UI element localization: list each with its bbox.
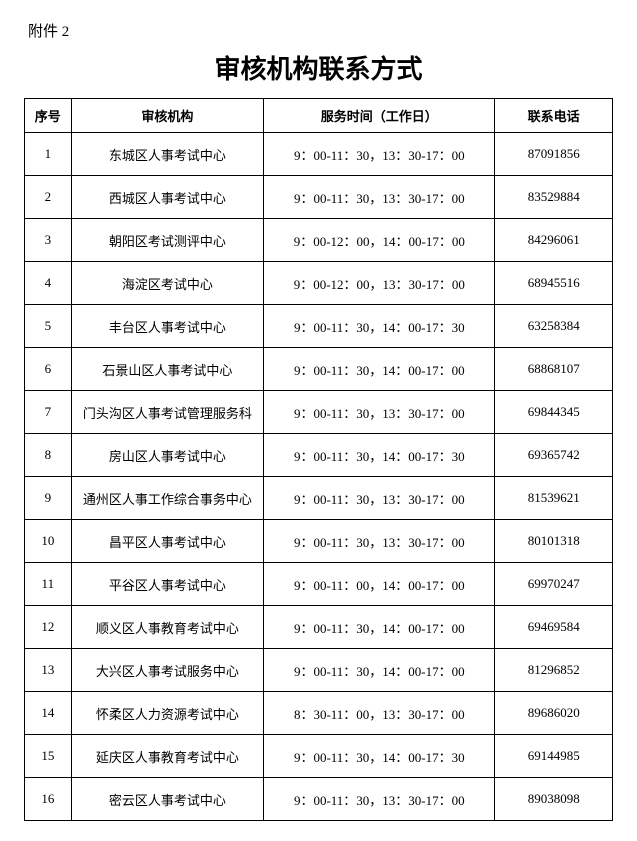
cell-time: 9：00-11：30，13：30-17：00 xyxy=(264,176,495,219)
cell-time: 9：00-11：30，14：00-17：00 xyxy=(264,348,495,391)
cell-org: 海淀区考试中心 xyxy=(71,262,264,305)
cell-time: 9：00-12：00，13：30-17：00 xyxy=(264,262,495,305)
contact-table: 序号 审核机构 服务时间（工作日） 联系电话 1东城区人事考试中心9：00-11… xyxy=(24,98,613,821)
cell-time: 9：00-11：30，13：30-17：00 xyxy=(264,391,495,434)
cell-phone: 69365742 xyxy=(495,434,613,477)
cell-seq: 2 xyxy=(25,176,72,219)
cell-seq: 11 xyxy=(25,563,72,606)
cell-seq: 12 xyxy=(25,606,72,649)
cell-phone: 69844345 xyxy=(495,391,613,434)
cell-phone: 81539621 xyxy=(495,477,613,520)
col-header-phone: 联系电话 xyxy=(495,99,613,133)
cell-seq: 10 xyxy=(25,520,72,563)
cell-org: 延庆区人事教育考试中心 xyxy=(71,735,264,778)
table-row: 4海淀区考试中心9：00-12：00，13：30-17：0068945516 xyxy=(25,262,613,305)
cell-phone: 69469584 xyxy=(495,606,613,649)
cell-org: 怀柔区人力资源考试中心 xyxy=(71,692,264,735)
table-row: 16密云区人事考试中心9：00-11：30，13：30-17：008903809… xyxy=(25,778,613,821)
cell-phone: 63258384 xyxy=(495,305,613,348)
page-title: 审核机构联系方式 xyxy=(24,49,613,86)
cell-seq: 13 xyxy=(25,649,72,692)
cell-seq: 8 xyxy=(25,434,72,477)
cell-time: 9：00-11：30，13：30-17：00 xyxy=(264,133,495,176)
cell-seq: 6 xyxy=(25,348,72,391)
cell-seq: 14 xyxy=(25,692,72,735)
cell-phone: 68945516 xyxy=(495,262,613,305)
cell-org: 大兴区人事考试服务中心 xyxy=(71,649,264,692)
cell-phone: 84296061 xyxy=(495,219,613,262)
cell-org: 平谷区人事考试中心 xyxy=(71,563,264,606)
cell-seq: 1 xyxy=(25,133,72,176)
table-row: 8房山区人事考试中心9：00-11：30，14：00-17：3069365742 xyxy=(25,434,613,477)
cell-phone: 89038098 xyxy=(495,778,613,821)
cell-org: 密云区人事考试中心 xyxy=(71,778,264,821)
table-row: 1东城区人事考试中心9：00-11：30，13：30-17：0087091856 xyxy=(25,133,613,176)
cell-org: 房山区人事考试中心 xyxy=(71,434,264,477)
attachment-label: 附件 2 xyxy=(28,20,613,41)
table-row: 6石景山区人事考试中心9：00-11：30，14：00-17：006886810… xyxy=(25,348,613,391)
cell-time: 9：00-11：30，14：00-17：30 xyxy=(264,735,495,778)
cell-time: 9：00-11：30，13：30-17：00 xyxy=(264,778,495,821)
cell-phone: 87091856 xyxy=(495,133,613,176)
cell-phone: 81296852 xyxy=(495,649,613,692)
cell-time: 9：00-11：30，14：00-17：30 xyxy=(264,305,495,348)
table-row: 12顺义区人事教育考试中心9：00-11：30，14：00-17：0069469… xyxy=(25,606,613,649)
cell-time: 9：00-11：30，14：00-17：00 xyxy=(264,606,495,649)
cell-org: 通州区人事工作综合事务中心 xyxy=(71,477,264,520)
table-row: 9通州区人事工作综合事务中心9：00-11：30，13：30-17：008153… xyxy=(25,477,613,520)
cell-time: 9：00-11：30，14：00-17：00 xyxy=(264,649,495,692)
table-row: 13大兴区人事考试服务中心9：00-11：30，14：00-17：0081296… xyxy=(25,649,613,692)
cell-phone: 68868107 xyxy=(495,348,613,391)
cell-org: 东城区人事考试中心 xyxy=(71,133,264,176)
col-header-seq: 序号 xyxy=(25,99,72,133)
cell-time: 9：00-11：30，14：00-17：30 xyxy=(264,434,495,477)
cell-org: 门头沟区人事考试管理服务科 xyxy=(71,391,264,434)
cell-org: 丰台区人事考试中心 xyxy=(71,305,264,348)
cell-seq: 16 xyxy=(25,778,72,821)
cell-phone: 83529884 xyxy=(495,176,613,219)
table-header-row: 序号 审核机构 服务时间（工作日） 联系电话 xyxy=(25,99,613,133)
cell-phone: 69144985 xyxy=(495,735,613,778)
cell-seq: 7 xyxy=(25,391,72,434)
col-header-time: 服务时间（工作日） xyxy=(264,99,495,133)
table-row: 15延庆区人事教育考试中心9：00-11：30，14：00-17：3069144… xyxy=(25,735,613,778)
cell-org: 朝阳区考试测评中心 xyxy=(71,219,264,262)
cell-seq: 4 xyxy=(25,262,72,305)
table-row: 2西城区人事考试中心9：00-11：30，13：30-17：0083529884 xyxy=(25,176,613,219)
cell-time: 9：00-11：30，13：30-17：00 xyxy=(264,520,495,563)
cell-org: 西城区人事考试中心 xyxy=(71,176,264,219)
cell-org: 石景山区人事考试中心 xyxy=(71,348,264,391)
table-row: 3朝阳区考试测评中心9：00-12：00，14：00-17：0084296061 xyxy=(25,219,613,262)
cell-time: 9：00-12：00，14：00-17：00 xyxy=(264,219,495,262)
cell-seq: 3 xyxy=(25,219,72,262)
table-row: 11平谷区人事考试中心9：00-11：00，14：00-17：006997024… xyxy=(25,563,613,606)
cell-phone: 69970247 xyxy=(495,563,613,606)
cell-time: 8：30-11：00，13：30-17：00 xyxy=(264,692,495,735)
table-row: 7门头沟区人事考试管理服务科9：00-11：30，13：30-17：006984… xyxy=(25,391,613,434)
cell-time: 9：00-11：30，13：30-17：00 xyxy=(264,477,495,520)
col-header-org: 审核机构 xyxy=(71,99,264,133)
cell-seq: 15 xyxy=(25,735,72,778)
cell-seq: 5 xyxy=(25,305,72,348)
cell-phone: 89686020 xyxy=(495,692,613,735)
cell-org: 昌平区人事考试中心 xyxy=(71,520,264,563)
cell-seq: 9 xyxy=(25,477,72,520)
cell-phone: 80101318 xyxy=(495,520,613,563)
cell-time: 9：00-11：00，14：00-17：00 xyxy=(264,563,495,606)
table-row: 14怀柔区人力资源考试中心8：30-11：00，13：30-17：0089686… xyxy=(25,692,613,735)
cell-org: 顺义区人事教育考试中心 xyxy=(71,606,264,649)
table-row: 10昌平区人事考试中心9：00-11：30，13：30-17：008010131… xyxy=(25,520,613,563)
table-row: 5丰台区人事考试中心9：00-11：30，14：00-17：3063258384 xyxy=(25,305,613,348)
